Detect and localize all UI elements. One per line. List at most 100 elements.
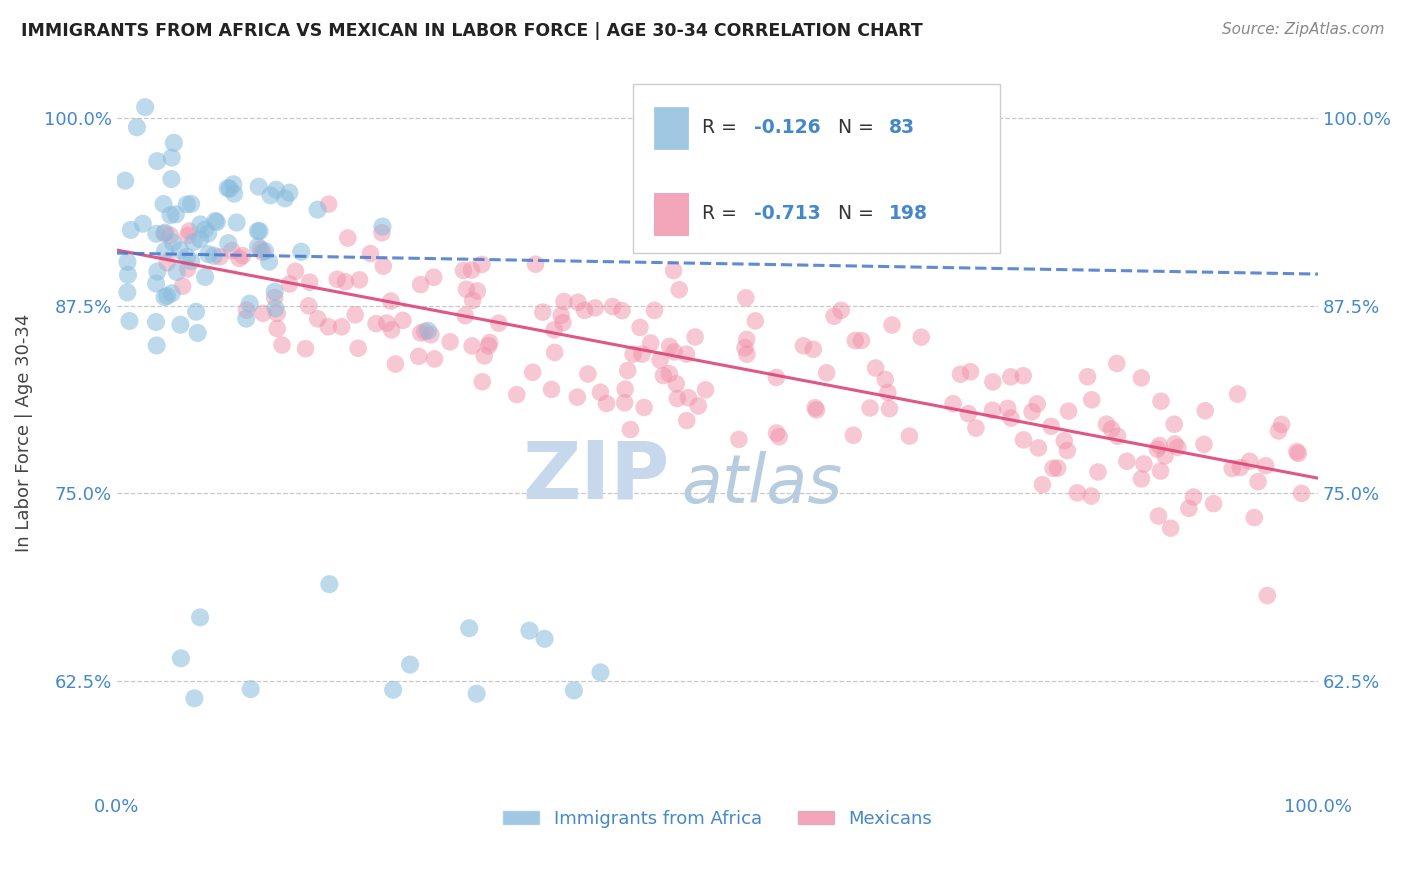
Point [264,183,287,197]
Point [172,279,194,293]
Point [134,100,156,114]
Point [1026,397,1049,411]
Point [949,368,972,382]
Point [1220,461,1243,475]
Point [176,250,198,264]
Point [1147,508,1170,523]
Point [114,174,136,188]
Point [830,303,852,318]
Point [533,632,555,646]
Point [553,294,575,309]
Point [246,224,269,238]
Point [589,385,612,400]
Point [156,289,179,303]
Point [1226,387,1249,401]
Point [399,657,422,672]
Point [120,223,142,237]
Point [169,318,191,332]
Point [1291,486,1313,500]
Point [263,291,285,305]
Point [259,188,281,202]
Point [1254,458,1277,473]
Point [166,265,188,279]
Point [851,334,873,348]
Point [823,309,845,323]
Point [409,277,432,292]
Point [658,367,681,381]
Point [246,240,269,254]
Point [274,191,297,205]
Point [1080,392,1102,407]
Point [271,338,294,352]
Point [326,272,349,286]
Point [997,401,1019,416]
Point [197,227,219,241]
Point [284,264,307,278]
Text: R =: R = [702,204,742,223]
Point [1130,371,1153,385]
Point [419,327,441,342]
Point [146,264,169,278]
Point [744,314,766,328]
Point [169,244,191,258]
Point [522,365,544,379]
Point [221,244,243,258]
Text: N =: N = [838,204,880,223]
Point [422,270,444,285]
Point [183,235,205,249]
Point [792,339,814,353]
Point [1046,461,1069,475]
Point [898,429,921,443]
Point [359,246,381,260]
Point [159,228,181,243]
Point [188,232,211,246]
Point [735,332,758,346]
Point [202,249,225,263]
Point [423,351,446,366]
Point [1229,460,1251,475]
Point [347,341,370,355]
Point [1239,454,1261,468]
Point [145,227,167,241]
Point [678,391,700,405]
Point [768,430,790,444]
Point [118,314,141,328]
Point [453,263,475,277]
Point [375,316,398,330]
Point [249,224,271,238]
Bar [654,107,688,149]
Point [208,250,231,264]
Point [153,244,176,258]
Point [176,197,198,211]
Point [734,341,756,355]
Y-axis label: In Labor Force | Age 30-34: In Labor Force | Age 30-34 [15,314,32,552]
Point [188,610,211,624]
Point [734,291,756,305]
Point [180,197,202,211]
Point [1160,521,1182,535]
Point [162,235,184,250]
Point [266,321,288,335]
Point [1164,437,1187,451]
Point [180,254,202,268]
Point [1080,489,1102,503]
Point [153,290,176,304]
Point [543,323,565,337]
Point [239,682,262,697]
Point [1182,490,1205,504]
Point [1066,486,1088,500]
Point [1012,368,1035,383]
Point [153,227,176,241]
Point [382,682,405,697]
Text: R =: R = [702,118,742,136]
Point [880,318,903,332]
Point [595,396,617,410]
Point [439,334,461,349]
Point [668,283,690,297]
Point [160,286,183,301]
Point [235,303,257,318]
Point [583,301,606,315]
Point [628,320,651,334]
Point [349,273,371,287]
Point [1087,465,1109,479]
